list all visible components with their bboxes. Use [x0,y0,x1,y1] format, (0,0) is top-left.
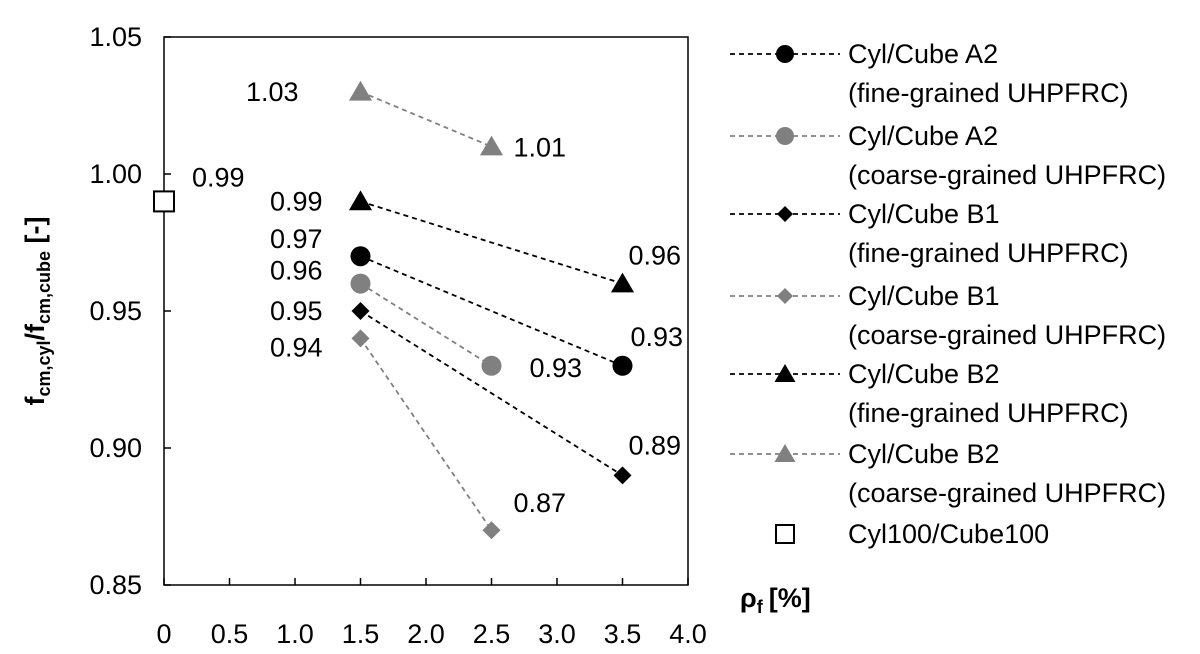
series-line [360,255,623,367]
data-point [348,190,373,211]
y-axis-title-sub1: cm,cyl [34,340,54,396]
y-axis-title-sub2: cm,cube [34,251,54,324]
legend-label: Cyl/Cube A2 [848,39,998,69]
data-label: 0.99 [192,162,245,192]
plot-area [163,36,689,586]
legend-label: Cyl/Cube B2 [848,439,1000,469]
legend-marker [774,364,796,382]
data-point [479,135,504,156]
data-label: 0.87 [514,488,567,518]
x-tick-label: 0.5 [211,619,249,649]
data-labels: 0.97 0.93 0.96 0.93 0.95 0.89 0.94 0.87 0.99 0.96… [192,77,683,518]
legend-marker [774,444,796,462]
legend-label-line2: (coarse-grained UHPFRC) [848,160,1166,190]
data-label: 0.93 [631,322,684,352]
legend-label: Cyl/Cube B1 [848,199,1000,229]
legend-label-line2: (coarse-grained UHPFRC) [848,320,1166,350]
data-label: 0.96 [270,256,323,286]
series-line [359,337,493,531]
legend-label: Cyl/Cube A2 [848,121,998,151]
x-axis-title-rho: ρ [740,583,757,613]
series-line [360,90,492,148]
y-tick-label: 1.00 [89,159,142,189]
x-tick-label: 4.0 [669,619,707,649]
y-axis-title: fcm,cyl/fcm,cube [-] [20,216,54,405]
data-point [610,272,635,293]
data-point [351,329,370,348]
series-lines [359,90,623,531]
legend-label: Cyl/Cube B2 [848,359,1000,389]
data-label: 1.03 [246,77,299,107]
legend-marker [775,524,795,544]
data-point [153,190,175,213]
legend-marker [777,288,793,304]
data-point [348,80,373,101]
series-line [360,310,623,477]
x-axis-title: ρf [%] [740,583,811,617]
x-tick-label: 2.5 [473,619,511,649]
data-label: 0.93 [530,353,583,383]
data-point [481,355,502,376]
legend-marker [777,206,793,222]
series-line [360,200,623,285]
legend-label-line2: (coarse-grained UHPFRC) [848,478,1166,508]
data-label: 0.99 [270,186,323,216]
x-axis-title-unit: [%] [769,583,811,613]
data-point [351,302,370,320]
x-tick-label: 2.0 [407,619,445,649]
data-point [350,246,371,267]
data-point [350,273,371,294]
y-tick-label: 1.05 [89,22,142,52]
y-axis-title-slash: /f [20,323,50,341]
x-axis: 0 0.5 1.0 1.5 2.0 2.5 3.0 3.5 4.0 [156,578,707,649]
x-axis-title-sub: f [757,597,764,617]
legend-label-line2: (fine-grained UHPFRC) [848,238,1129,268]
data-label: 1.01 [514,133,567,163]
y-tick-label: 0.90 [89,433,142,463]
x-tick-label: 1.0 [276,619,314,649]
data-markers [153,80,635,540]
legend: Cyl/Cube A2 (fine-grained UHPFRC) Cyl/Cube… [730,39,1166,549]
series-line [360,282,492,367]
y-axis-title-f: f [20,396,50,406]
x-tick-label: 1.5 [342,619,380,649]
y-tick-label: 0.95 [89,296,142,326]
x-tick-label: 3.0 [538,619,576,649]
data-label: 0.95 [270,296,323,326]
x-tick-label: 3.5 [604,619,642,649]
legend-marker [776,45,794,63]
legend-label-line2: (fine-grained UHPFRC) [848,78,1129,108]
y-axis-title-unit: [-] [20,216,50,250]
legend-label-line2: (fine-grained UHPFRC) [848,398,1129,428]
data-label: 0.89 [629,430,682,460]
legend-marker [776,127,794,145]
legend-label: Cyl100/Cube100 [848,519,1049,549]
x-tick-label: 0 [156,619,171,649]
data-point [482,521,501,540]
legend-label: Cyl/Cube B1 [848,281,1000,311]
y-tick-label: 0.85 [89,570,142,600]
data-label: 0.97 [270,224,323,254]
data-label: 0.96 [629,241,682,271]
data-label: 0.94 [270,332,323,362]
y-axis: 0.85 0.90 0.95 1.00 1.05 [89,22,171,600]
data-point [613,466,632,485]
data-point [612,355,633,376]
